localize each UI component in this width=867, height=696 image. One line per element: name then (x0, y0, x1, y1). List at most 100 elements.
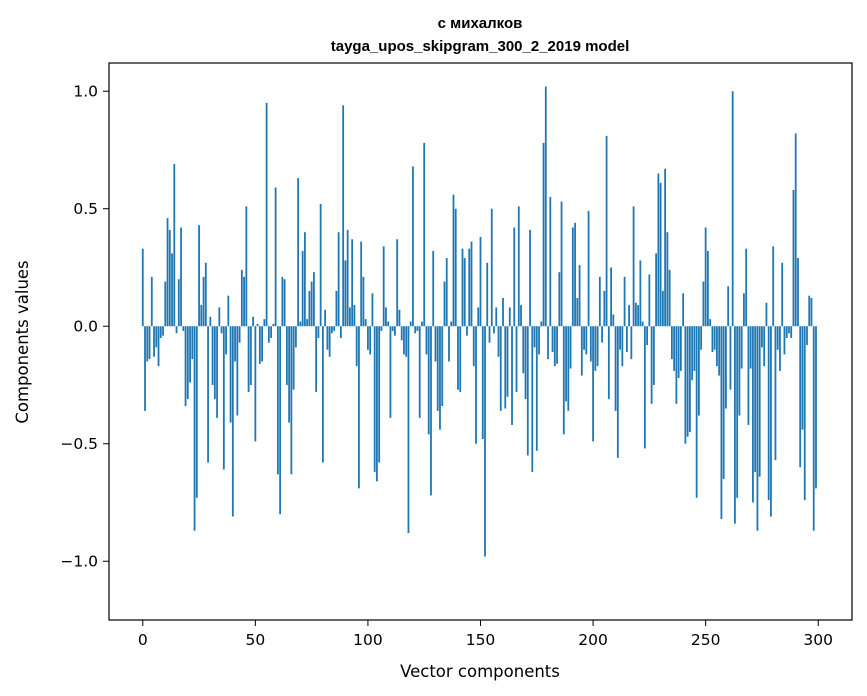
bar (297, 178, 300, 327)
bar (488, 326, 491, 343)
bar (479, 236, 482, 327)
bar (578, 265, 581, 327)
bar (378, 326, 381, 463)
bar (220, 326, 223, 334)
bar (294, 326, 297, 348)
bar (637, 305, 640, 327)
bar (504, 326, 507, 409)
x-axis-ticks: 0 50 100 150 200 250 300 (138, 620, 833, 649)
bar (630, 326, 633, 360)
bar (310, 281, 313, 327)
bar (682, 293, 685, 327)
bar (594, 326, 597, 371)
bar (551, 326, 554, 353)
bar (308, 290, 311, 327)
bar (801, 326, 804, 430)
bar (385, 307, 387, 327)
bar (758, 326, 761, 477)
bar (628, 305, 630, 327)
bar (328, 326, 331, 357)
bar (234, 326, 236, 362)
bar (486, 262, 489, 327)
bar (767, 326, 770, 501)
bar (648, 274, 651, 327)
bar (195, 326, 198, 498)
bar (414, 326, 417, 334)
bar (790, 326, 793, 338)
bar (376, 326, 378, 482)
bar (279, 326, 282, 515)
bar (468, 248, 471, 327)
bar (526, 326, 529, 456)
bar (659, 182, 662, 327)
bar (461, 248, 464, 327)
x-tick-label: 0 (138, 631, 148, 649)
bar (535, 326, 538, 451)
bar (684, 326, 687, 444)
bar (612, 314, 615, 327)
bar (520, 305, 522, 327)
bar (668, 269, 671, 327)
bar (632, 206, 635, 327)
bar (639, 260, 642, 327)
bar (159, 326, 162, 338)
bar (162, 326, 164, 336)
plot-frame (108, 62, 853, 621)
bar (193, 326, 196, 531)
bar (556, 326, 558, 364)
bar (792, 189, 795, 327)
bar (436, 326, 439, 411)
bar (761, 326, 763, 348)
bar (542, 142, 545, 327)
bar (770, 326, 772, 517)
bar (216, 326, 218, 418)
bar (272, 323, 275, 327)
bar (274, 187, 277, 327)
bar (515, 326, 518, 393)
bar (553, 326, 556, 367)
bar (389, 326, 392, 418)
bar (430, 326, 432, 496)
bar (693, 326, 696, 371)
bar (283, 279, 286, 327)
bar (321, 326, 324, 463)
bar (657, 173, 660, 327)
bar (702, 281, 705, 327)
bar (427, 326, 430, 435)
bar (569, 326, 572, 369)
bar (256, 323, 259, 327)
bar (704, 227, 707, 327)
bar (731, 91, 734, 327)
bar (619, 326, 621, 350)
bar (358, 326, 360, 489)
bar (180, 227, 182, 327)
bar (227, 295, 230, 327)
bar (409, 321, 412, 327)
bar (738, 326, 741, 416)
bar (472, 326, 475, 367)
x-tick-label: 200 (578, 631, 608, 649)
bar (245, 206, 248, 327)
bar (725, 326, 727, 409)
bar (144, 326, 146, 411)
bar (734, 326, 736, 524)
bar (652, 326, 655, 385)
bar (387, 321, 390, 327)
bar (677, 326, 680, 378)
bar (477, 307, 480, 327)
x-tick-label: 300 (803, 631, 833, 649)
bar (258, 326, 261, 364)
bar (547, 326, 549, 360)
bar (655, 253, 658, 327)
bar (565, 326, 567, 402)
bar (531, 326, 534, 472)
bar (598, 276, 601, 327)
bar (743, 293, 745, 327)
bar (412, 166, 414, 327)
bar (549, 196, 552, 327)
bar (360, 241, 363, 327)
bar (524, 326, 527, 400)
bar (164, 281, 167, 327)
bar (499, 326, 502, 411)
bar (493, 326, 495, 334)
